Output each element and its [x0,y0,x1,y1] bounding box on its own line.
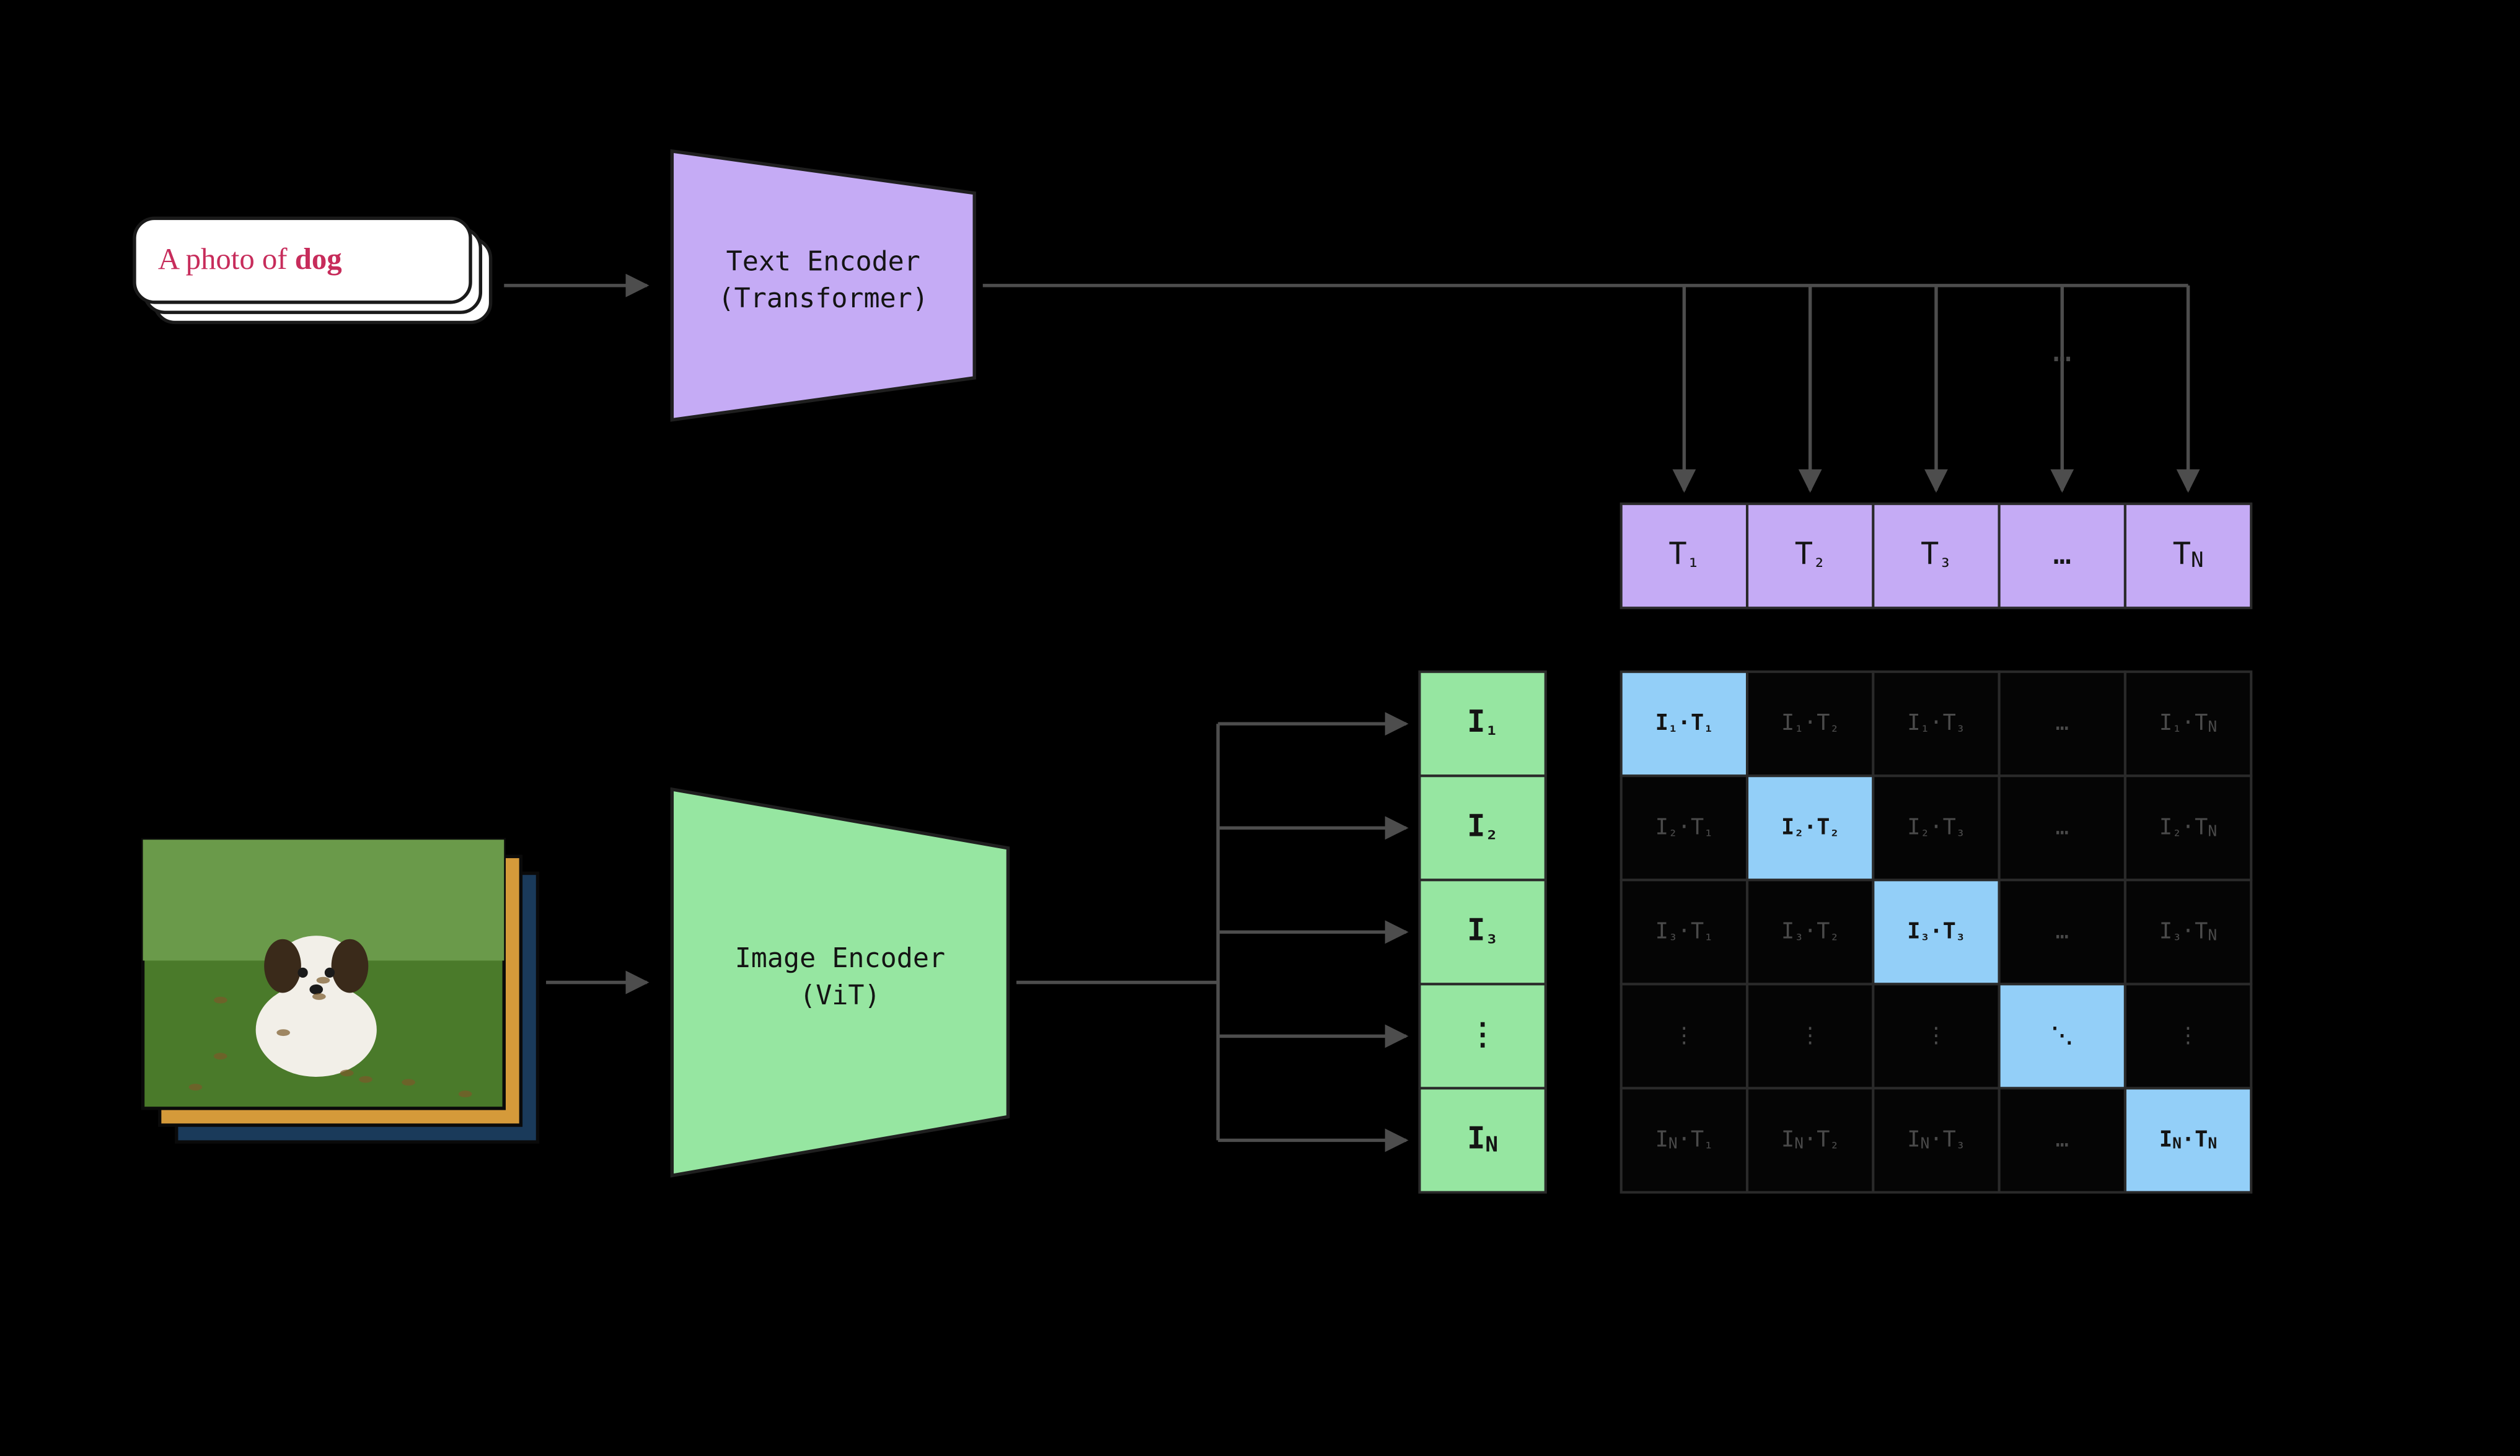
ellipsis-icon: … [2053,333,2071,369]
t-vector-row: T₁T₂T₃…TN [1621,504,2251,608]
text-encoder-label-1: Text Encoder [726,246,920,277]
matrix-cell-label: … [2056,1126,2069,1152]
text-encoder: Text Encoder (Transformer) [672,151,974,420]
image-encoder-label-1: Image Encoder [735,943,945,974]
matrix-cell-label: ⋮ [2177,1022,2199,1048]
i-cell-label: ⋮ [1468,1016,1498,1051]
text-prompt-card: A photo of dog [134,218,491,322]
image-encoder-label-2: (ViT) [800,980,881,1011]
matrix-cell-label: … [2056,814,2069,840]
matrix-cell-label: … [2056,710,2069,735]
image-input-card [143,840,538,1142]
matrix-cell-label: ⋱ [2051,1022,2073,1048]
text-prompt-label: A photo of dog [158,242,342,276]
i-vector-col: I₁I₂I₃⋮IN [1419,672,1545,1192]
text-encoder-label-2: (Transformer) [718,283,928,314]
image-encoder: Image Encoder (ViT) [672,789,1008,1175]
matrix-cell-label: ⋮ [1799,1022,1821,1048]
matrix-cell-label: ⋮ [1925,1022,1947,1048]
t-cell-label: … [2053,536,2071,571]
matrix-cell-label: … [2056,918,2069,944]
similarity-matrix: I₁·T₁I₁·T₂I₁·T₃…I₁·TNI₂·T₁I₂·T₂I₂·T₃…I₂·… [1621,672,2251,1192]
matrix-cell-label: ⋮ [1673,1022,1695,1048]
